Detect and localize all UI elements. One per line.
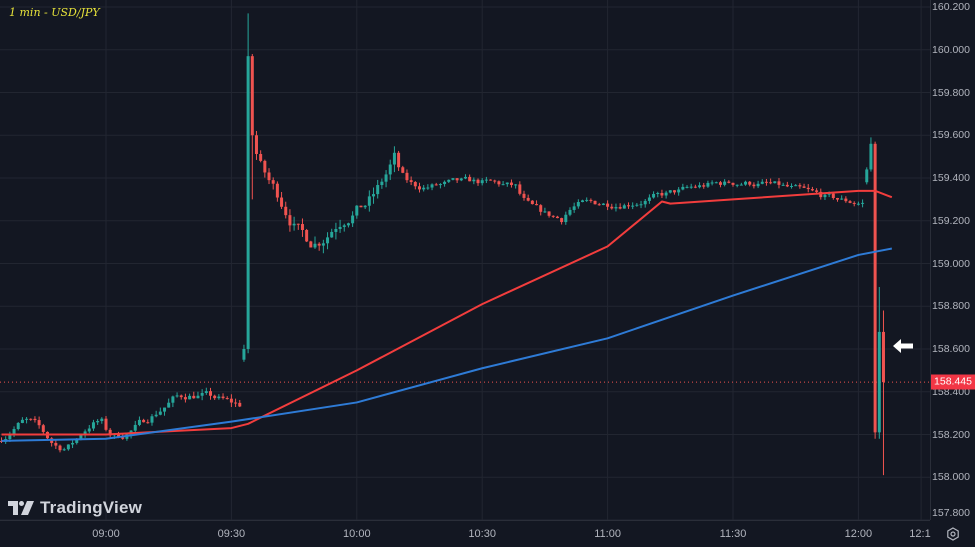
- price-axis[interactable]: 160.200 160.000 159.800 159.600 159.400 159.2…: [930, 0, 975, 520]
- price-tick-label: 157.800: [932, 507, 970, 519]
- price-tick-label: 159.600: [932, 129, 970, 142]
- settings-icon: [947, 526, 959, 541]
- ma-fast-line: [1, 189, 893, 436]
- time-axis[interactable]: 09:00 09:30 10:00 10:30 11:00 11:30 12:00 12:1: [0, 520, 931, 547]
- time-tick-label: 11:00: [594, 528, 621, 540]
- plot-area[interactable]: [0, 0, 930, 520]
- tradingview-logo-icon: [8, 501, 34, 515]
- tradingview-logo[interactable]: TradingView: [8, 498, 142, 518]
- price-tick-label: 159.800: [932, 86, 970, 99]
- price-tick-label: 159.400: [932, 172, 970, 184]
- price-tick-label: 158.200: [932, 428, 970, 441]
- time-tick-label: 12:1: [909, 528, 931, 540]
- symbol-interval-label: 1 min - USD/JPY: [9, 6, 100, 19]
- price-tick-label: 158.000: [932, 471, 970, 484]
- time-tick-label: 11:30: [719, 528, 747, 540]
- time-tick-label: 09:30: [217, 528, 246, 540]
- time-tick-label: 10:00: [343, 528, 371, 540]
- time-tick-label: 10:30: [468, 528, 496, 540]
- time-tick-label: 12:00: [844, 528, 873, 540]
- price-tick-label: 159.000: [932, 257, 970, 270]
- price-tick-label: 159.200: [932, 214, 970, 227]
- tradingview-logo-text: TradingView: [40, 498, 143, 517]
- price-tick-label: 158.800: [932, 300, 970, 313]
- price-tick-label: 160.000: [932, 43, 970, 56]
- price-tick-label: 158.600: [932, 343, 970, 355]
- candlestick-series: [0, 13, 885, 476]
- arrow-left-icon: [893, 339, 913, 358]
- ma-slow-line: [1, 247, 893, 442]
- price-tick-label: 160.200: [932, 1, 970, 13]
- last-price-badge: 158.445: [931, 374, 975, 390]
- settings-button[interactable]: [931, 521, 975, 546]
- time-tick-label: 09:00: [92, 528, 120, 540]
